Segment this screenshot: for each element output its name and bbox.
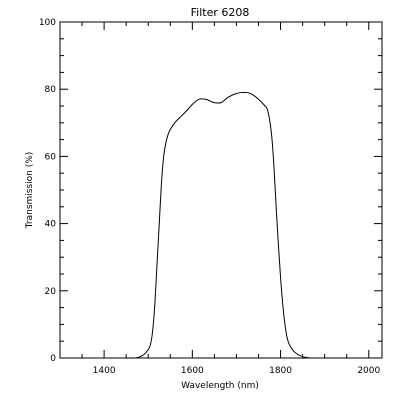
y-tick-label: 80	[45, 85, 57, 95]
series-group	[126, 91, 325, 359]
transmission-line	[126, 91, 325, 359]
y-tick-label: 100	[39, 18, 56, 28]
x-axis-label: Wavelength (nm)	[181, 381, 259, 391]
y-tick-label: 40	[45, 220, 57, 230]
axis-ticks	[59, 21, 382, 359]
x-tick-label: 1400	[93, 366, 116, 376]
x-tick-label: 1600	[181, 366, 204, 376]
plot-frame	[59, 21, 383, 359]
x-tick-label: 2000	[357, 366, 380, 376]
y-tick-label: 0	[50, 354, 56, 364]
y-tick-label: 20	[45, 287, 57, 297]
axes	[59, 21, 383, 359]
chart-title: Filter 6208	[191, 6, 250, 19]
x-tick-label: 1800	[269, 366, 292, 376]
y-tick-label: 60	[45, 152, 57, 162]
x-tick-labels: 1400 1600 1800 2000	[93, 366, 381, 376]
y-tick-labels: 0 20 40 60 80 100	[39, 18, 56, 364]
y-axis-label: Transmission (%)	[25, 152, 35, 230]
